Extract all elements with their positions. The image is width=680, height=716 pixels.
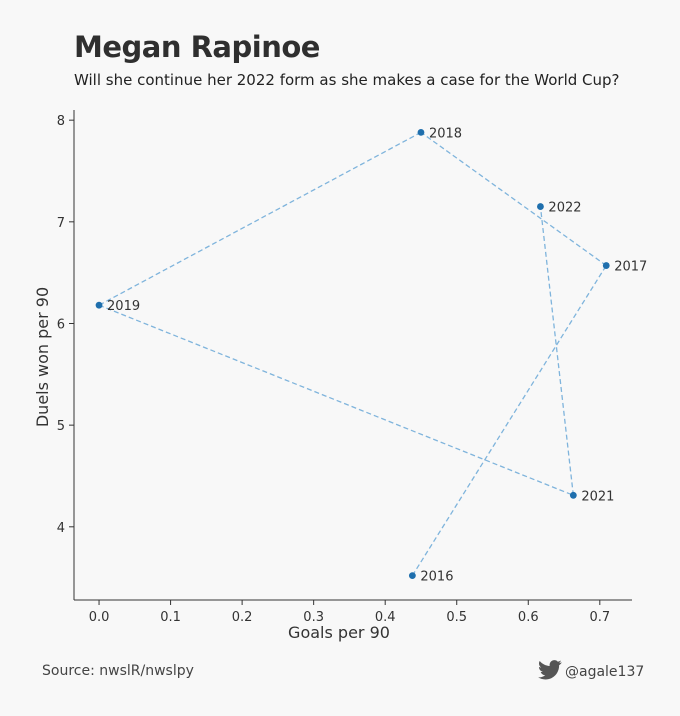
point-label-2021: 2021 — [581, 489, 614, 504]
data-point-2017[interactable] — [602, 262, 610, 269]
x-tick-label: 0.4 — [375, 610, 396, 625]
x-axis-title: Goals per 90 — [288, 623, 390, 642]
point-labels: 2016 2017 2018 2019 2021 2022 — [107, 126, 647, 584]
x-axis-ticks: 0.0 0.1 0.2 0.3 0.4 0.5 0.6 0.7 — [89, 600, 610, 625]
trajectory-segment — [539, 206, 574, 496]
y-axis-ticks: 4 5 6 7 8 — [57, 114, 74, 536]
twitter-bird-icon — [538, 660, 562, 684]
point-label-2018: 2018 — [429, 126, 462, 141]
y-tick-label: 8 — [57, 114, 65, 129]
chart-title: Megan Rapinoe — [74, 30, 320, 64]
data-point-2016[interactable] — [408, 572, 416, 580]
x-tick-label: 0.7 — [589, 610, 610, 625]
y-tick-label: 5 — [57, 419, 65, 434]
x-tick-label: 0.2 — [232, 610, 253, 625]
point-label-2019: 2019 — [107, 299, 140, 314]
trajectory-segment — [411, 265, 607, 576]
trajectory-segment — [98, 304, 574, 496]
point-label-2022: 2022 — [548, 201, 581, 216]
y-tick-label: 6 — [57, 317, 65, 332]
x-tick-label: 0.1 — [160, 610, 181, 625]
trajectory-segment — [98, 131, 422, 306]
data-points — [95, 128, 610, 580]
data-point-2018[interactable] — [417, 128, 425, 136]
twitter-handle-text: @agale137 — [565, 664, 645, 680]
data-point-2022[interactable] — [537, 203, 544, 210]
x-tick-label: 0.5 — [446, 610, 467, 625]
point-label-2017: 2017 — [614, 260, 647, 275]
source-note: Source: nwslR/nwslpy — [42, 663, 194, 679]
data-point-2021[interactable] — [569, 491, 577, 499]
y-tick-label: 4 — [57, 521, 65, 536]
twitter-handle[interactable]: @agale137 — [538, 660, 644, 684]
x-tick-label: 0.0 — [89, 610, 110, 625]
trajectory-lines — [98, 131, 607, 576]
data-point-2019[interactable] — [95, 301, 103, 309]
x-tick-label: 0.3 — [303, 610, 324, 625]
y-tick-label: 7 — [57, 216, 65, 231]
y-axis-title: Duels won per 90 — [33, 287, 52, 427]
chart-subtitle: Will she continue her 2022 form as she m… — [74, 71, 620, 89]
point-label-2016: 2016 — [420, 570, 453, 585]
x-tick-label: 0.6 — [518, 610, 539, 625]
trajectory-segment — [420, 131, 607, 267]
